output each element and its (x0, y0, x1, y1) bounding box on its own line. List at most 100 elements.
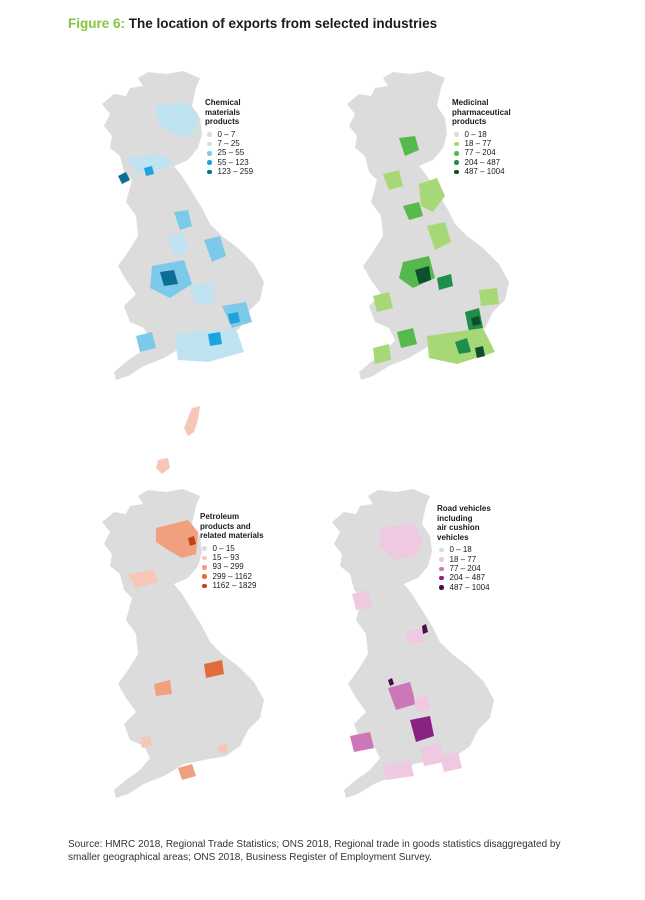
legend-swatch (207, 132, 212, 137)
legend-item: 0 – 15 (200, 544, 264, 553)
shetland-islands (156, 406, 200, 474)
region-cambridge (479, 288, 499, 306)
region-essex (218, 744, 228, 754)
region-grangemouth (128, 570, 158, 588)
region-aberdeen (188, 536, 196, 546)
legend-item: 123 – 259 (205, 167, 253, 176)
legend-item: 18 – 77 (452, 139, 511, 148)
figure-number: Figure 6: (68, 16, 126, 31)
region-thames (174, 328, 244, 362)
region-london (208, 332, 222, 346)
region-nottingham (437, 274, 453, 290)
source-note: Source: HMRC 2018, Regional Trade Statis… (68, 839, 561, 863)
gb-map-petroleum (102, 406, 264, 798)
legend-title: Chemical materials products (205, 98, 241, 127)
legend-swatch (207, 151, 212, 156)
legend-swatch (439, 566, 444, 572)
legend-swatch (202, 583, 207, 589)
shaded-regions (118, 102, 252, 362)
legend-label: 7 – 25 (217, 139, 240, 149)
legend-item: 0 – 18 (452, 130, 511, 139)
legend-item: 7 – 25 (205, 139, 253, 148)
map-medicinal (333, 66, 523, 406)
legend-road-vehicles: Road vehicles including air cushion vehi… (437, 504, 491, 592)
region-cumbria (174, 210, 192, 230)
legend-item: 204 – 487 (452, 158, 511, 167)
legend-label: 0 – 15 (212, 543, 235, 553)
region-southwest (136, 332, 156, 352)
region-kent (475, 346, 485, 358)
region-edinburgh (144, 166, 154, 176)
legend-item: 93 – 299 (200, 562, 264, 572)
region-east (440, 752, 462, 772)
legend-swatch (439, 557, 444, 562)
gb-landmass (102, 71, 202, 180)
region-macclesfield (415, 266, 431, 284)
region-north-east (427, 222, 451, 250)
region-west-midlands (410, 716, 434, 742)
region-central-belt (126, 154, 174, 174)
legend-swatch (202, 565, 207, 570)
legend-title: Petroleum products and related materials (200, 512, 264, 541)
figure-title-text: The location of exports from selected in… (128, 16, 438, 31)
legend-label: 204 – 487 (464, 157, 501, 167)
legend-swatch (454, 160, 459, 165)
region-wales-north (373, 292, 393, 312)
legend-label: 487 – 1004 (449, 582, 490, 592)
legend-item: 18 – 77 (437, 555, 491, 564)
legend-swatch (439, 575, 444, 581)
legend-label: 55 – 123 (217, 157, 249, 167)
shaded-regions (128, 520, 228, 780)
region-scotland-central (352, 590, 372, 610)
legend-swatch (454, 169, 459, 175)
legend-item: 0 – 18 (437, 545, 491, 554)
gb-landmass-south (344, 584, 494, 798)
legend-item: 204 – 487 (437, 573, 491, 583)
legend-item: 487 – 1004 (452, 167, 511, 176)
legend-swatch (439, 585, 444, 590)
legend-title: Road vehicles including air cushion vehi… (437, 504, 491, 542)
legend-item: 77 – 204 (437, 564, 491, 573)
region-oxford (420, 744, 444, 766)
region-dumfries (383, 170, 403, 190)
legend-swatch (207, 141, 212, 147)
region-southwest (373, 344, 391, 364)
region-stanlow (154, 680, 172, 696)
region-cheshire (388, 682, 416, 710)
legend-label: 1162 – 1829 (212, 581, 257, 591)
legend-label: 15 – 93 (212, 553, 240, 563)
legend-label: 77 – 204 (449, 564, 481, 574)
legend-item: 15 – 93 (200, 553, 264, 562)
legend-swatch (202, 546, 207, 551)
gb-map-road-vehicles (332, 489, 494, 798)
legend-swatch (454, 132, 459, 137)
legend-swatch (207, 169, 212, 175)
legend-label: 299 – 1162 (212, 571, 252, 581)
shaded-regions (350, 524, 462, 780)
legend-item: 77 – 204 (452, 148, 511, 158)
region-yorkshire (204, 236, 226, 262)
region-south (382, 760, 414, 780)
legend-chemical: Chemical materials products 0 – 7 7 – 25… (205, 98, 253, 177)
region-fawley (178, 764, 196, 780)
region-liverpool (388, 678, 394, 686)
legend-item: 55 – 123 (205, 158, 253, 167)
figure-title: Figure 6: The location of exports from s… (68, 16, 437, 31)
region-east-dark (228, 312, 240, 324)
region-glasgow (118, 172, 130, 184)
gb-map-chemical (102, 71, 264, 380)
legend-item: 0 – 7 (205, 130, 253, 139)
legend-title: Medicinal pharmaceutical products (452, 98, 511, 127)
legend-label: 25 – 55 (217, 148, 245, 158)
region-runcorn (160, 270, 178, 286)
gb-landmass (347, 71, 447, 180)
region-moray (156, 102, 198, 138)
region-cumbria (403, 202, 423, 220)
legend-medicinal: Medicinal pharmaceutical products 0 – 18… (452, 98, 511, 177)
region-derby (414, 696, 430, 712)
legend-label: 93 – 299 (212, 562, 244, 572)
region-humber (204, 660, 224, 678)
legend-swatch (207, 160, 212, 165)
legend-petroleum: Petroleum products and related materials… (200, 512, 264, 591)
legend-swatch (454, 151, 459, 156)
